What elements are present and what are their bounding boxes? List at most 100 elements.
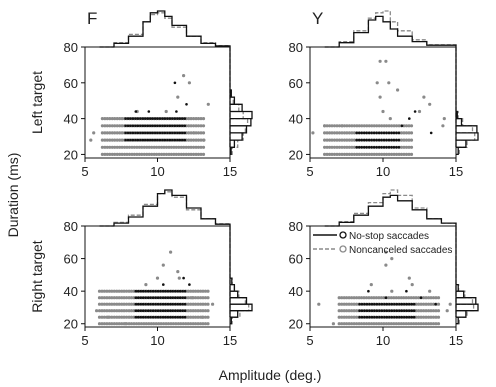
nostop-point xyxy=(173,302,177,306)
nostop-point xyxy=(365,309,369,313)
noncanceled-point xyxy=(191,302,195,306)
nostop-point xyxy=(149,131,152,135)
x-tick-label: 10 xyxy=(150,164,164,179)
noncanceled-point xyxy=(380,124,384,128)
noncanceled-point xyxy=(417,309,421,313)
noncanceled-point xyxy=(345,302,349,306)
noncanceled-point xyxy=(160,152,164,156)
noncanceled-point xyxy=(352,152,356,156)
noncanceled-point xyxy=(332,131,337,135)
noncanceled-point xyxy=(171,322,175,326)
noncanceled-point xyxy=(110,309,114,313)
nostop-point xyxy=(169,289,172,293)
nostop-point xyxy=(161,296,165,300)
noncanceled-point xyxy=(120,117,124,121)
noncanceled-point xyxy=(201,309,205,313)
nostop-point xyxy=(380,146,383,149)
noncanceled-point xyxy=(340,309,344,313)
noncanceled-point xyxy=(107,322,111,326)
nostop-point xyxy=(400,124,404,128)
nostop-point xyxy=(360,138,364,142)
nostop-point xyxy=(176,117,179,120)
top-histogram-nostop xyxy=(324,194,457,227)
noncanceled-point xyxy=(112,302,116,306)
nostop-point xyxy=(173,296,177,300)
noncanceled-point xyxy=(120,145,124,149)
noncanceled-point xyxy=(347,315,351,319)
noncanceled-point xyxy=(112,296,116,300)
noncanceled-point xyxy=(160,145,164,149)
nostop-point xyxy=(398,315,401,319)
x-tick-label: 15 xyxy=(449,164,463,179)
nostop-point xyxy=(166,296,170,300)
noncanceled-point xyxy=(340,322,344,326)
noncanceled-point xyxy=(332,152,337,156)
nostop-point xyxy=(144,138,147,142)
nostop-point xyxy=(365,138,368,142)
noncanceled-point xyxy=(127,145,132,149)
noncanceled-point xyxy=(182,152,186,156)
nostop-point xyxy=(147,110,151,113)
noncanceled-point xyxy=(157,145,161,149)
noncanceled-point xyxy=(187,145,191,149)
nostop-point xyxy=(166,138,169,142)
noncanceled-point xyxy=(187,131,191,135)
noncanceled-point xyxy=(399,322,403,326)
nostop-point xyxy=(162,283,165,286)
noncanceled-point xyxy=(434,315,438,319)
nostop-point xyxy=(395,138,398,142)
noncanceled-point xyxy=(164,145,169,149)
nostop-point xyxy=(385,138,388,142)
noncanceled-point xyxy=(367,296,371,300)
y-tick-label: 40 xyxy=(289,284,303,299)
noncanceled-point xyxy=(110,315,114,319)
nostop-point xyxy=(412,309,416,313)
noncanceled-point xyxy=(381,109,385,114)
noncanceled-point xyxy=(137,145,141,149)
noncanceled-point xyxy=(379,296,383,300)
nostop-point xyxy=(357,131,361,135)
noncanceled-point xyxy=(154,322,158,326)
nostop-point xyxy=(151,131,154,135)
noncanceled-point xyxy=(102,315,106,319)
x-tick-label: 5 xyxy=(306,333,313,348)
nostop-point xyxy=(136,138,140,142)
noncanceled-point xyxy=(112,322,116,326)
nostop-point xyxy=(134,302,138,306)
noncanceled-point xyxy=(367,124,371,128)
noncanceled-point xyxy=(105,138,109,142)
nostop-point xyxy=(124,138,127,142)
noncanceled-point xyxy=(199,302,203,306)
noncanceled-point xyxy=(357,152,361,156)
nostop-point xyxy=(131,138,135,142)
nostop-point xyxy=(171,131,174,135)
nostop-point xyxy=(171,296,174,300)
noncanceled-point xyxy=(352,322,356,326)
noncanceled-point xyxy=(103,131,107,135)
noncanceled-point xyxy=(189,289,193,293)
nostop-point xyxy=(390,131,393,135)
noncanceled-point xyxy=(113,131,117,135)
noncanceled-point xyxy=(186,289,190,293)
noncanceled-point xyxy=(123,145,127,149)
noncanceled-point xyxy=(194,315,198,319)
y-tick-label: 40 xyxy=(64,112,78,127)
nostop-point xyxy=(357,138,361,142)
noncanceled-point xyxy=(157,322,161,326)
y-tick-label: 80 xyxy=(289,40,303,55)
noncanceled-point xyxy=(97,322,102,326)
nostop-point xyxy=(156,131,159,135)
noncanceled-point xyxy=(337,322,341,326)
noncanceled-point xyxy=(110,322,114,326)
noncanceled-point xyxy=(189,322,193,326)
nostop-point xyxy=(373,315,376,319)
nostop-point xyxy=(388,315,391,319)
noncanceled-point xyxy=(414,309,418,313)
noncanceled-point xyxy=(196,152,201,156)
noncanceled-point xyxy=(155,145,159,149)
nostop-point xyxy=(164,289,167,293)
nostop-point xyxy=(358,309,361,313)
noncanceled-point xyxy=(409,124,414,128)
nostop-point xyxy=(149,117,152,120)
noncanceled-point xyxy=(124,322,128,326)
